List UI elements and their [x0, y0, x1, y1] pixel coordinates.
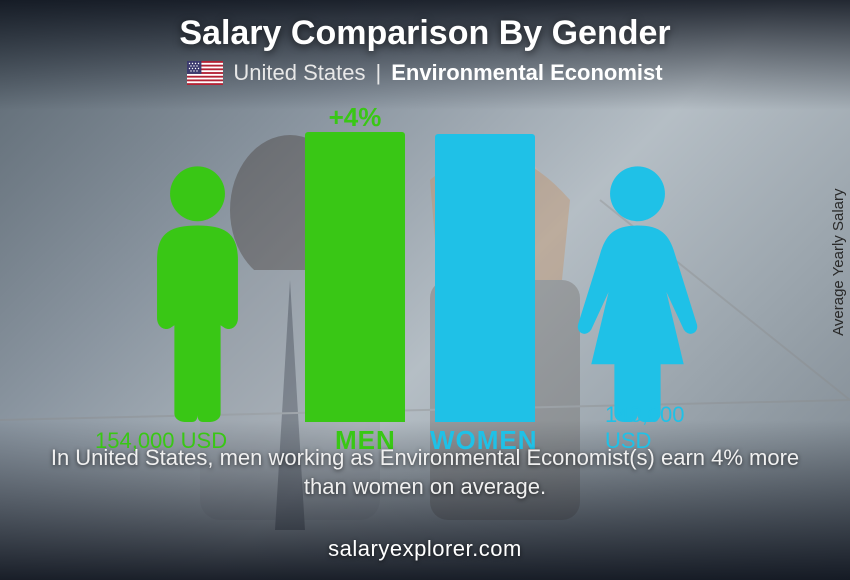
female-bar [435, 134, 535, 422]
us-flag-icon [187, 61, 223, 85]
job-title-label: Environmental Economist [391, 60, 662, 86]
y-axis-label: Average Yearly Salary [830, 189, 847, 336]
female-person-icon [565, 162, 710, 422]
subtitle-row: United States | Environmental Economist [0, 60, 850, 86]
male-person-icon [125, 162, 270, 422]
chart-area: +4% 154,000 USD MEN WOMEN 148,000 USD [0, 100, 850, 460]
footer-source: salaryexplorer.com [0, 536, 850, 562]
separator: | [375, 60, 381, 86]
summary-text: In United States, men working as Environ… [50, 443, 800, 502]
male-bar: +4% [305, 132, 405, 422]
country-label: United States [233, 60, 365, 86]
page-title: Salary Comparison By Gender [0, 14, 850, 53]
male-diff-label: +4% [305, 102, 405, 133]
